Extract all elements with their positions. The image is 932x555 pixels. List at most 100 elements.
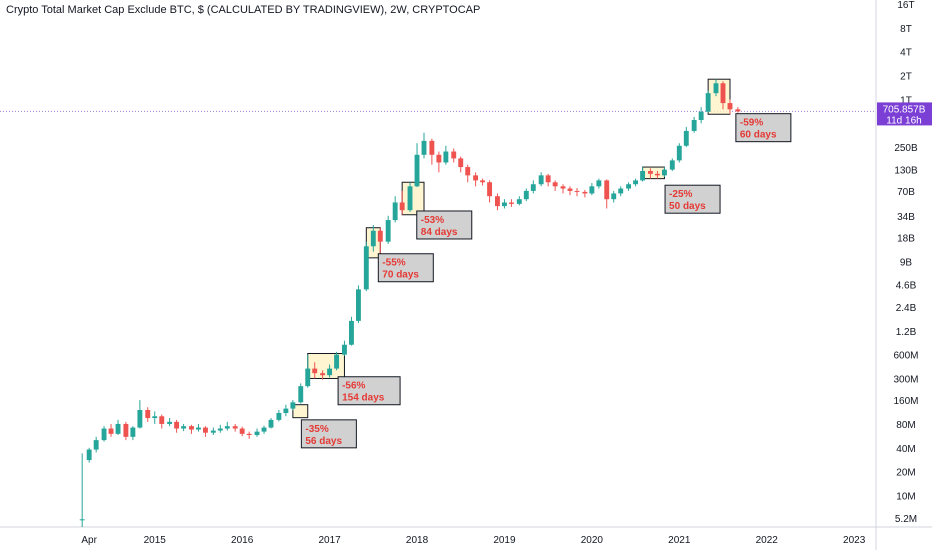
y-tick-label: 5.2M [895, 514, 917, 525]
annotation-box [642, 166, 665, 180]
candle-body [355, 289, 361, 321]
y-tick-label: 9B [900, 257, 913, 268]
annotation-pct: -35% [305, 424, 328, 435]
candle-body [145, 409, 151, 419]
y-tick-label: 34B [897, 212, 915, 223]
current-price-tag [877, 102, 932, 126]
y-tick-label: 4.6B [896, 281, 917, 292]
annotation-days: 84 days [421, 227, 458, 238]
candle-body [523, 190, 529, 200]
candle-body [268, 419, 274, 428]
candle-body [261, 427, 267, 432]
candle-body [596, 180, 602, 187]
candle-body [189, 426, 194, 430]
candle-body [254, 431, 260, 436]
candle-body [480, 180, 486, 183]
annotation-days: 70 days [382, 270, 419, 281]
candle-body [203, 427, 208, 433]
candle-body [342, 344, 347, 355]
candle-body [196, 427, 201, 430]
candle-body [661, 169, 667, 176]
y-tick-label: 18B [897, 234, 915, 245]
candle-body [705, 93, 711, 112]
candle-body [676, 145, 682, 161]
y-tick-label: 300M [893, 374, 918, 385]
candle-body [298, 386, 304, 403]
y-tick-label: 2.4B [896, 303, 917, 314]
candle-body [633, 180, 639, 185]
candle-body [626, 184, 632, 189]
candle-body [647, 170, 653, 174]
x-tick-label: 2019 [493, 535, 516, 546]
candle-body [421, 140, 427, 155]
y-tick-label: 10M [896, 491, 915, 502]
candle-body [735, 109, 741, 112]
y-tick-label: 160M [893, 396, 918, 407]
y-tick-label: 130B [894, 166, 918, 177]
candle-body [224, 426, 230, 429]
candle-body [167, 421, 173, 424]
candle-body [508, 202, 514, 204]
candle-body [392, 202, 398, 221]
y-tick-label: 80M [896, 420, 915, 431]
y-tick-label: 1T [900, 95, 912, 106]
candle-body [545, 175, 551, 183]
candle-body [283, 408, 289, 413]
candle-body [159, 416, 165, 424]
y-tick-label: 20M [896, 468, 915, 479]
y-tick-label: 2T [900, 72, 912, 83]
candle-body [407, 186, 413, 211]
y-tick-label: 70B [897, 187, 915, 198]
x-tick-label: 2022 [756, 535, 779, 546]
candle-body [451, 151, 457, 159]
candle-body [370, 230, 376, 247]
y-tick-label: 1.2B [896, 327, 917, 338]
candle-body [363, 246, 369, 290]
candle-body [560, 186, 566, 189]
annotation-pct: -53% [421, 215, 444, 226]
chart-title: Crypto Total Market Cap Exclude BTC, $ (… [6, 4, 481, 16]
x-tick-label: 2017 [318, 535, 341, 546]
candle-body [574, 190, 580, 192]
candle-body [239, 428, 245, 434]
candle-body [123, 423, 129, 437]
candle-body [305, 368, 311, 387]
candle-body [487, 182, 493, 197]
annotation-pct: -55% [382, 258, 405, 269]
annotation-pct: -59% [740, 118, 763, 129]
candle-body [582, 191, 588, 194]
candle-body [320, 373, 326, 376]
candle-body [698, 111, 704, 120]
candle-body [246, 433, 252, 436]
annotation-label: -59%60 days [735, 113, 792, 143]
candle-body [465, 167, 471, 176]
annotation-label: -56%154 days [337, 376, 401, 406]
candle-body [429, 140, 435, 155]
annotation-label-bg [735, 113, 792, 143]
candle-body [552, 182, 558, 187]
candle-body [443, 151, 449, 163]
x-tick-label: 2023 [843, 535, 866, 546]
candle-body [181, 426, 187, 429]
candle-body [436, 154, 442, 163]
candle-body [327, 368, 333, 376]
candle-body [720, 83, 726, 104]
candle-body [501, 202, 507, 207]
annotation-box [401, 181, 425, 216]
candle-body [458, 158, 464, 168]
candle-body [101, 428, 107, 441]
candle-body [290, 402, 296, 409]
annotation-label-bg [664, 184, 721, 214]
annotation-days: 50 days [669, 201, 706, 212]
annotation-pct: -56% [342, 381, 365, 392]
x-tick-label: 2016 [231, 535, 254, 546]
candle-body [567, 188, 573, 191]
annotation-label-bg [300, 419, 357, 449]
candle-body [618, 188, 624, 194]
candle-body [473, 175, 479, 181]
annotation-label-bg [377, 253, 434, 283]
candle-body [137, 409, 143, 428]
plot-area [0, 0, 876, 527]
